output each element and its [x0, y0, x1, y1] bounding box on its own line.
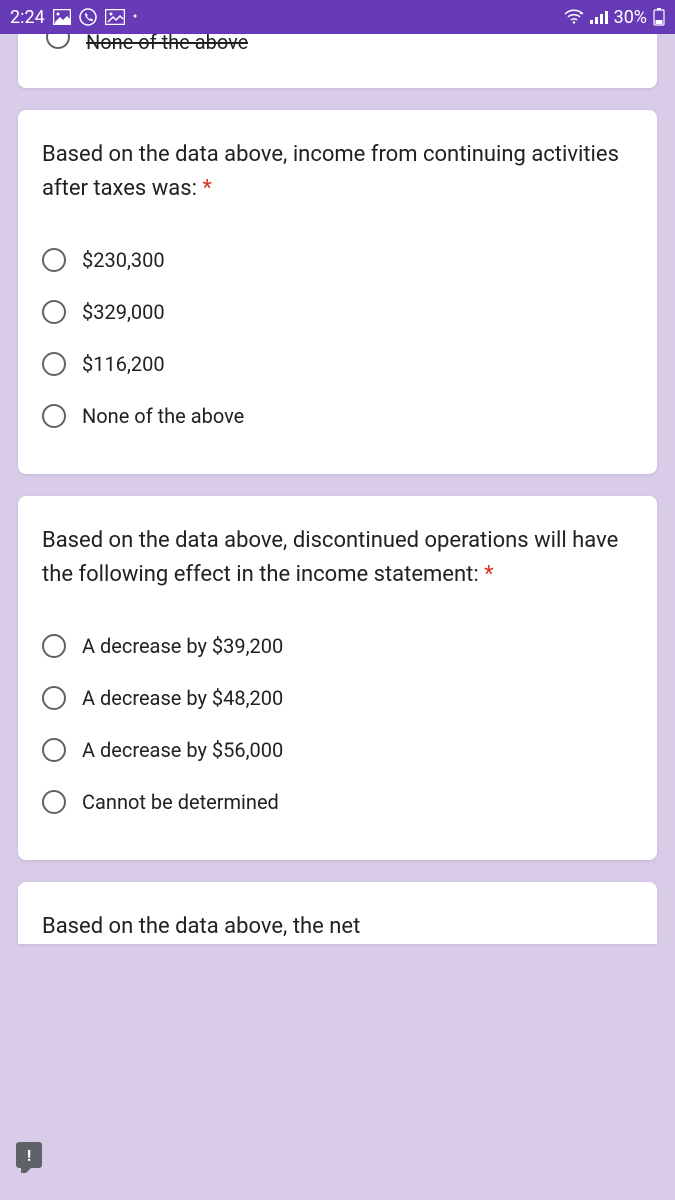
whatsapp-icon [79, 8, 97, 26]
radio-icon [42, 404, 66, 428]
option-label: $329,000 [82, 300, 165, 324]
option-label: None of the above [82, 404, 244, 428]
question-card-partial-top: None of the above [18, 34, 657, 88]
radio-icon [42, 634, 66, 658]
radio-option[interactable]: A decrease by $48,200 [42, 672, 633, 724]
option-label: $230,300 [82, 248, 165, 272]
dot-icon: • [133, 9, 138, 25]
option-label: A decrease by $48,200 [82, 686, 283, 710]
radio-option[interactable]: None of the above [42, 34, 633, 54]
form-content: None of the above Based on the data abov… [0, 34, 675, 944]
radio-option[interactable]: $329,000 [42, 286, 633, 338]
radio-option[interactable]: A decrease by $56,000 [42, 724, 633, 776]
gallery-icon [53, 9, 71, 25]
required-mark: * [484, 562, 493, 587]
radio-icon [42, 790, 66, 814]
image-icon [105, 9, 125, 25]
radio-icon [42, 248, 66, 272]
radio-option[interactable]: A decrease by $39,200 [42, 620, 633, 672]
option-label: A decrease by $39,200 [82, 634, 283, 658]
wifi-icon [564, 9, 584, 25]
option-label: A decrease by $56,000 [82, 738, 283, 762]
question-text: Based on the data above, discontinued op… [42, 524, 633, 592]
radio-icon [42, 686, 66, 710]
radio-icon [42, 738, 66, 762]
radio-option[interactable]: $116,200 [42, 338, 633, 390]
question-card-3: Based on the data above, the net [18, 882, 657, 944]
option-label: Cannot be determined [82, 790, 279, 814]
radio-icon [46, 34, 70, 49]
question-body: Based on the data above, the net [42, 914, 360, 939]
question-card-1: Based on the data above, income from con… [18, 110, 657, 474]
option-label: None of the above [86, 34, 248, 54]
question-body: Based on the data above, discontinued op… [42, 528, 618, 587]
radio-icon [42, 352, 66, 376]
battery-icon [653, 8, 665, 26]
question-text: Based on the data above, the net [42, 910, 633, 944]
signal-icon [590, 10, 608, 24]
battery-percent: 30% [614, 7, 647, 28]
required-mark: * [202, 176, 211, 201]
question-body: Based on the data above, income from con… [42, 142, 619, 201]
feedback-icon[interactable]: ! [16, 1142, 42, 1168]
radio-option[interactable]: None of the above [42, 390, 633, 442]
status-bar: 2:24 • 30% [0, 0, 675, 34]
question-card-2: Based on the data above, discontinued op… [18, 496, 657, 860]
radio-option[interactable]: $230,300 [42, 234, 633, 286]
radio-icon [42, 300, 66, 324]
option-label: $116,200 [82, 352, 165, 376]
status-time: 2:24 [10, 7, 45, 28]
question-text: Based on the data above, income from con… [42, 138, 633, 206]
radio-option[interactable]: Cannot be determined [42, 776, 633, 828]
